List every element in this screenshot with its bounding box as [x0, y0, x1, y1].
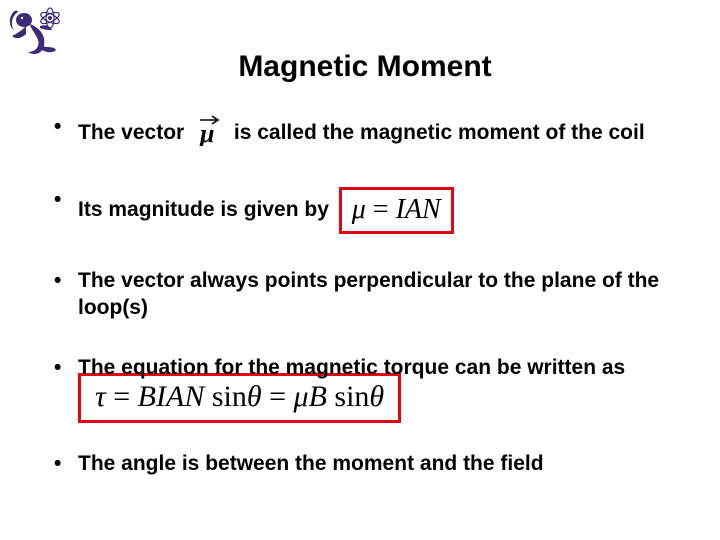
logo-icon	[6, 6, 64, 65]
formula-2-th2: θ	[369, 380, 384, 413]
bullet-list: The vector μ is called the magnetic mome…	[50, 114, 680, 381]
bullet-list-2: The angle is between the moment and the …	[50, 451, 680, 477]
formula-2-c: =	[262, 380, 294, 413]
slide: Magnetic Moment The vector μ is called t…	[0, 0, 720, 540]
formula-1-eq: =	[366, 194, 396, 225]
bullet-1: The vector μ is called the magnetic mome…	[50, 114, 680, 153]
formula-2-a: =	[106, 380, 138, 413]
formula-2-b: BIAN	[138, 380, 212, 413]
formula-1-rhs: IAN	[396, 194, 441, 225]
bullet-1-text-b: is called the	[234, 121, 360, 144]
bullet-2-text: Its magnitude is given by	[78, 198, 329, 221]
formula-1: μ = IAN	[352, 194, 441, 225]
formula-2: τ = BIAN sinθ = μB sinθ	[95, 380, 384, 413]
bullet-2: Its magnitude is given by μ = IAN	[50, 187, 680, 234]
formula-2-sin2: sin	[334, 380, 369, 413]
bullet-5: The angle is between the moment and the …	[50, 451, 680, 477]
bullet-1-text-c: magnetic moment	[360, 121, 540, 144]
formula-1-mu: μ	[352, 194, 366, 225]
bullet-4: The equation for the magnetic torque can…	[50, 355, 680, 381]
formula-2-sin1: sin	[212, 380, 247, 413]
bullet-1-text-a: The vector	[78, 121, 184, 144]
bullet-3: The vector always points perpendicular t…	[50, 268, 680, 321]
svg-text:μ: μ	[198, 119, 214, 146]
formula-box-1: μ = IAN	[339, 187, 454, 234]
bullet-1-text-d: of the coil	[540, 121, 645, 144]
formula-2-th1: θ	[247, 380, 262, 413]
formula-2-d: μB	[294, 380, 335, 413]
mu-vector-icon: μ	[196, 114, 222, 153]
slide-title: Magnetic Moment	[50, 50, 680, 84]
formula-2-tau: τ	[95, 380, 106, 413]
